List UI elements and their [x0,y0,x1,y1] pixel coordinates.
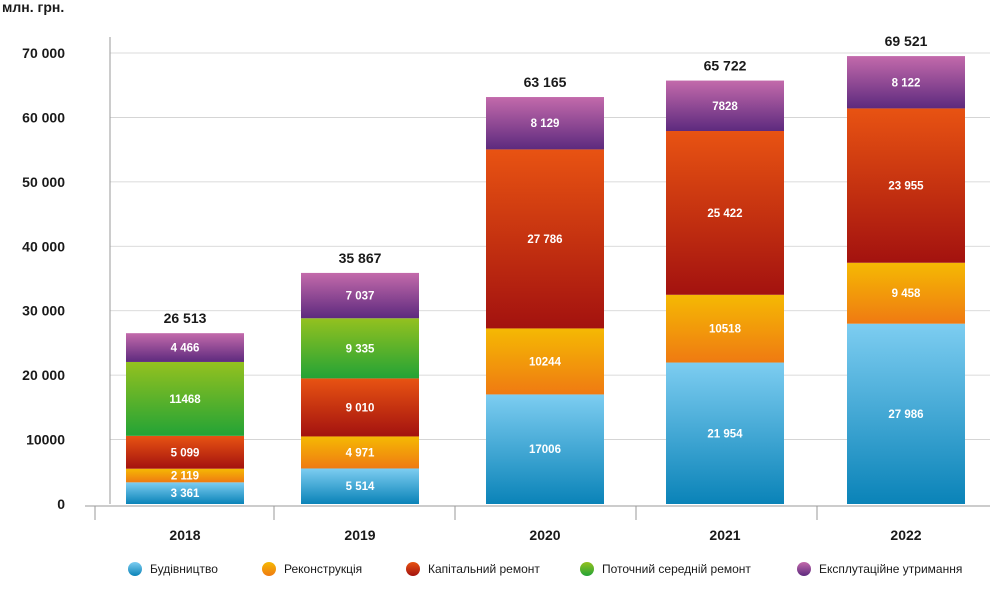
bar-segment [486,394,604,504]
x-axis-ticks: 2018 2019 2020 2021 2022 [169,527,921,543]
legend-item: Експлутаційне утримання [797,562,962,576]
x-tick-label: 2022 [890,527,921,543]
bars: 3 361 2 119 5 099 11468 4 466 26 513 5 514 4 97… [126,33,965,504]
legend-item: Капітальний ремонт [406,562,540,576]
y-tick-label: 0 [57,496,65,512]
legend-label: Будівництво [150,562,218,576]
y-tick-label: 70 000 [22,45,65,61]
bar-segment [666,130,784,295]
segment-label: 2 119 [171,471,199,483]
segment-label: 10518 [709,324,742,336]
segment-label: 23 955 [888,181,924,193]
bar-segment [847,323,965,504]
y-tick-label: 30 000 [22,303,65,319]
segment-label: 11468 [169,394,201,406]
bar-segment [126,482,244,504]
segment-label: 21 954 [707,428,743,440]
bar-total-label: 63 165 [524,74,567,90]
bar-segment [126,361,244,436]
segment-label: 17006 [529,444,561,456]
segment-label: 9 458 [892,288,921,300]
bar-segment [847,108,965,263]
bar-segment [301,318,419,379]
segment-label: 4 466 [171,343,200,355]
unit-label: млн. грн. [2,0,64,15]
bar-total-label: 26 513 [164,310,207,326]
segment-label: 8 122 [892,77,921,89]
legend-swatch [128,562,142,576]
x-tick-label: 2021 [709,527,740,543]
bar-segment [486,97,604,150]
y-tick-label: 40 000 [22,238,65,254]
bar-total-label: 35 867 [339,250,382,266]
segment-label: 7 037 [346,291,375,303]
bar-segment [666,80,784,131]
legend-swatch [580,562,594,576]
bar-segment [126,333,244,362]
bar-total-label: 65 722 [704,58,747,74]
segment-label: 8 129 [531,118,560,130]
bar-segment [847,262,965,324]
legend-label: Капітальний ремонт [428,562,540,576]
bar-segment [486,149,604,329]
y-tick-label: 20 000 [22,367,65,383]
segment-label: 3 361 [171,488,200,500]
legend-swatch [406,562,420,576]
segment-label: 25 422 [707,208,742,220]
bar-segment [126,468,244,483]
segment-label: 5 099 [171,447,200,459]
legend-item: Реконструкція [262,562,362,576]
segment-label: 9 010 [346,402,375,414]
legend-swatch [262,562,276,576]
y-axis-ticks: 0 10000 20 000 30 000 40 000 50 000 60 000 70 0… [22,45,65,512]
legend-item: Будівництво [128,562,218,576]
y-tick-label: 50 000 [22,174,65,190]
bar-segment [301,272,419,319]
axes [85,37,990,520]
bar-segment [666,362,784,504]
bar-total-label: 69 521 [885,33,928,49]
bar-segment [486,328,604,395]
x-tick-label: 2019 [344,527,375,543]
segment-label: 27 786 [527,234,562,246]
segment-label: 9 335 [346,343,375,355]
segment-label: 10244 [529,356,562,368]
legend-label: Поточний середній ремонт [602,562,751,576]
bar-segment [666,294,784,363]
legend: Будівництво Реконструкція Капітальний ремо… [0,562,990,586]
y-tick-label: 60 000 [22,109,65,125]
segment-label: 7828 [712,101,738,113]
legend-swatch [797,562,811,576]
legend-item: Поточний середній ремонт [580,562,751,576]
legend-label: Реконструкція [284,562,363,576]
y-tick-label: 10000 [26,432,65,448]
bar-segment [126,435,244,469]
bar-segment [847,56,965,109]
stacked-bar-chart: млн. грн. 0 10000 20 000 30 000 40 000 50 000… [2,0,990,543]
bar-segment [301,468,419,504]
x-tick-label: 2018 [169,527,200,543]
segment-label: 4 971 [346,447,375,459]
bar-segment [301,436,419,469]
bar-segment [301,378,419,437]
segment-label: 27 986 [888,409,923,421]
segment-label: 5 514 [346,481,375,493]
x-tick-label: 2020 [529,527,560,543]
legend-label: Експлутаційне утримання [819,562,963,576]
